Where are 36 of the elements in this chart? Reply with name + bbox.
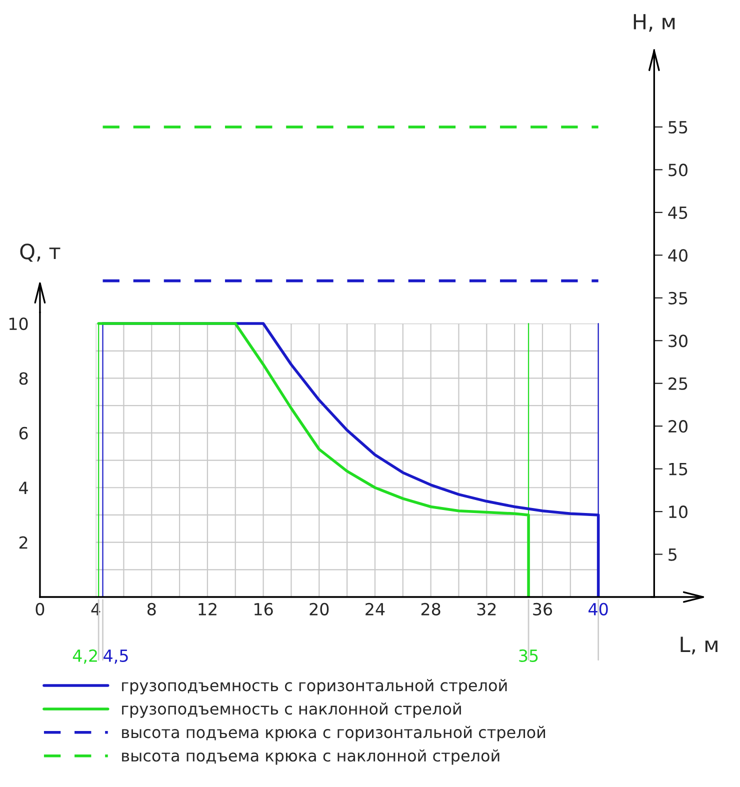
y2-tick-label: 15 [669,463,688,476]
y-tick-label: 10 [9,318,28,330]
y2-tick-label: 45 [668,206,688,219]
ref-line-label: 35 [519,649,538,662]
y2-axis-title: H, м [634,14,675,32]
y-tick-label: 8 [19,372,28,385]
x-tick-label: 32 [477,602,496,616]
y2-tick-label: 20 [668,420,688,433]
y2-tick-label: 50 [668,164,688,176]
y2-tick-label: 5 [668,548,677,561]
y2-tick-label: 35 [668,292,688,304]
legend-label: высота подъема крюка с наклонной стрелой [122,749,500,765]
x-tick-label: 20 [310,602,329,616]
x-tick-label: 36 [533,602,552,616]
y-tick-label: 6 [19,426,28,440]
x-tick-label: 0 [36,602,44,616]
y-tick-label: 4 [19,482,28,494]
y2-tick-label: 25 [668,377,688,390]
x-tick-label: 8 [147,602,156,616]
x-tick-label: 16 [254,602,273,616]
legend-label: высота подъема крюка с горизонтальной стрелой [122,726,546,742]
y2-tick-label: 30 [668,334,688,348]
legend-label: грузоподъемность с наклонной стрелой [122,702,461,718]
ref-line-label: 4,2 [72,649,97,664]
y-axis-title: Q, т [20,244,60,262]
y2-tick-label: 10 [669,506,688,518]
x-tick-label: 28 [421,602,440,616]
x-tick-label: 24 [366,602,385,616]
ref-line-label: 4,5 [104,650,128,664]
x-axis-title: L, м [680,636,718,654]
x-tick-label: 12 [198,602,216,616]
y2-tick-label: 40 [668,249,688,262]
x-tick-label: 40 [588,602,608,616]
legend-label: грузоподъемность с горизонтальной стрелой [122,679,507,694]
y-tick-label: 2 [19,536,28,549]
y2-tick-label: 55 [668,121,688,134]
